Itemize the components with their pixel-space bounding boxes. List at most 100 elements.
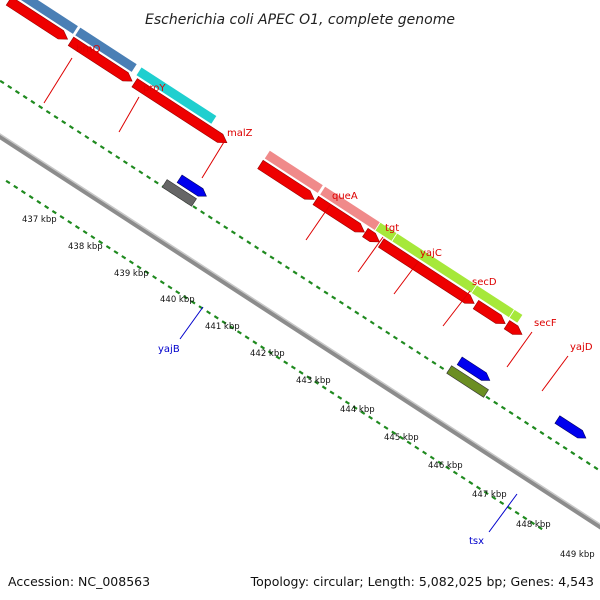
gene-proY[interactable] [74, 26, 138, 74]
cds-arrow[interactable] [5, 0, 69, 40]
gene-leader-line [393, 261, 419, 295]
scale-label: 439 kbp [114, 269, 149, 279]
cds-arrow[interactable] [377, 238, 475, 304]
gene-label-yajD[interactable]: yajD [570, 342, 593, 353]
minor-tick [136, 265, 142, 270]
gene-yajD[interactable] [508, 308, 524, 324]
cds-arrow[interactable] [67, 36, 133, 82]
cds-track [5, 0, 523, 335]
minor-tick [422, 450, 428, 455]
minor-tick [153, 180, 159, 185]
minor-tick [414, 445, 420, 450]
gene-label-tgt[interactable]: tgt [385, 223, 399, 234]
minor-tick [130, 165, 136, 170]
gene-label-queA[interactable]: queA [332, 191, 358, 202]
gene-leader-line [442, 290, 471, 327]
minor-tick [506, 505, 512, 511]
minor-tick [38, 104, 44, 110]
scale-label: 447 kbp [472, 490, 507, 500]
reverse-feature-arrow[interactable] [176, 174, 207, 197]
minor-tick [385, 330, 391, 335]
minor-tick [323, 290, 329, 295]
minor-tick [215, 220, 221, 225]
gene-label-secF[interactable]: secF [534, 318, 557, 329]
minor-tick [246, 240, 252, 245]
inner-tick-track [5, 179, 543, 531]
scale-label: 443 kbp [296, 376, 331, 386]
reverse-feature-arrow[interactable] [456, 356, 491, 381]
minor-tick [207, 215, 213, 220]
gene-leader-line [541, 355, 569, 392]
minor-tick [82, 229, 88, 235]
minor-tick [128, 260, 134, 265]
minor-tick [283, 360, 289, 365]
scale-label: 449 kbp [560, 550, 595, 560]
minor-tick [200, 210, 206, 215]
cds-arrow[interactable] [362, 227, 380, 243]
minor-tick [346, 305, 352, 310]
gene-yajB[interactable] [161, 179, 197, 207]
minor-tick [22, 94, 28, 100]
minor-tick [475, 485, 482, 491]
cds-arrow[interactable] [472, 299, 506, 324]
scale-label: 445 kbp [384, 433, 419, 443]
gene-brnQ[interactable] [14, 0, 80, 35]
minor-tick [547, 435, 553, 441]
gene-label-yajC[interactable]: yajC [420, 248, 442, 259]
minor-tick [514, 510, 520, 516]
minor-tick [236, 330, 242, 335]
minor-tick [261, 250, 267, 255]
minor-tick [121, 255, 127, 260]
minor-tick [485, 395, 491, 401]
minor-tick [254, 245, 260, 250]
minor-tick [45, 109, 51, 115]
gene-label-proY[interactable]: proY [143, 83, 166, 94]
cds-arrow[interactable] [312, 195, 365, 233]
minor-tick [30, 99, 36, 105]
minor-tick [439, 365, 445, 370]
minor-tick [577, 455, 584, 461]
minor-tick [368, 415, 374, 420]
gene-label-malZ[interactable]: malZ [227, 128, 253, 139]
minor-tick [562, 445, 568, 451]
gene-malZ[interactable] [135, 66, 218, 125]
backbone-highlight [0, 133, 600, 525]
gene-queA[interactable] [263, 149, 324, 195]
minor-tick [269, 255, 275, 260]
minor-tick [483, 490, 489, 496]
minor-tick [337, 395, 343, 400]
minor-tick [28, 194, 34, 200]
cds-arrow[interactable] [131, 78, 228, 144]
minor-tick [267, 350, 273, 355]
reverse-feature-arrow[interactable] [554, 415, 587, 439]
minor-tick [531, 425, 537, 431]
map-title: Escherichia coli APEC O1, complete genom… [145, 12, 455, 28]
minor-tick [338, 300, 344, 305]
minor-tick [321, 385, 327, 390]
minor-tick [113, 250, 119, 255]
minor-tick [491, 495, 497, 501]
minor-tick [221, 320, 227, 325]
gene-label-brnQ[interactable]: brnQ [76, 44, 101, 55]
minor-tick [516, 415, 522, 421]
gene-track [14, 0, 587, 439]
minor-tick [238, 235, 244, 240]
minor-tick [144, 270, 150, 275]
gene-tsx[interactable] [446, 365, 489, 398]
minor-tick [537, 525, 543, 531]
cds-arrow[interactable] [257, 159, 315, 200]
minor-tick [0, 79, 5, 85]
gene-label-yajB[interactable]: yajB [158, 344, 180, 355]
cds-arrow[interactable] [503, 320, 523, 335]
genome-summary-text: Topology: circular; Length: 5,082,025 bp… [250, 574, 594, 589]
scale-label: 441 kbp [205, 322, 240, 332]
minor-tick [354, 310, 360, 315]
gene-label-secD[interactable]: secD [472, 277, 497, 288]
minor-tick [14, 89, 20, 95]
minor-tick [352, 405, 358, 410]
minor-tick [391, 430, 397, 435]
gene-leader-line [357, 236, 384, 273]
gene-leader-line [118, 96, 140, 133]
minor-tick [7, 84, 13, 90]
gene-label-tsx[interactable]: tsx [469, 536, 484, 547]
